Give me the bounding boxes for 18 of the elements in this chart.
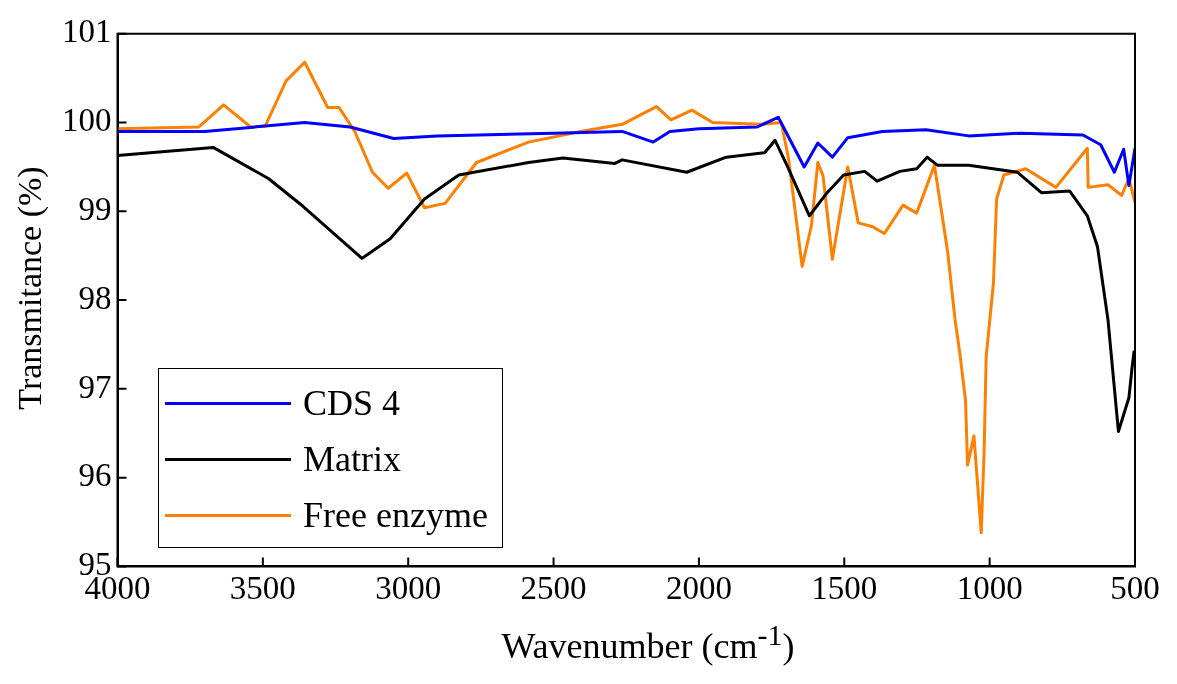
legend-label: Matrix xyxy=(303,438,401,480)
y-tick-label: 101 xyxy=(62,13,112,50)
legend-label: CDS 4 xyxy=(303,382,401,424)
x-axis-title: Wavenumber (cm$^{-1}$) xyxy=(500,618,796,667)
y-tick-label: 97 xyxy=(78,368,112,405)
y-axis-title: Transmitance (%) xyxy=(11,166,49,410)
y-tick-label: 100 xyxy=(62,102,112,139)
x-tick-label: 3000 xyxy=(375,569,442,606)
y-tick-label: 96 xyxy=(78,457,112,494)
x-tick-label: 1000 xyxy=(956,569,1023,606)
x-tick-label: 2000 xyxy=(665,569,732,606)
y-tick-label: 98 xyxy=(78,279,112,316)
x-tick-label: 3500 xyxy=(229,569,296,606)
legend-label: Free enzyme xyxy=(303,494,488,536)
x-tick-label: 2500 xyxy=(520,569,587,606)
y-tick-label: 99 xyxy=(78,191,112,228)
x-tick-label: 1500 xyxy=(811,569,878,606)
x-tick-label: 500 xyxy=(1110,569,1160,606)
